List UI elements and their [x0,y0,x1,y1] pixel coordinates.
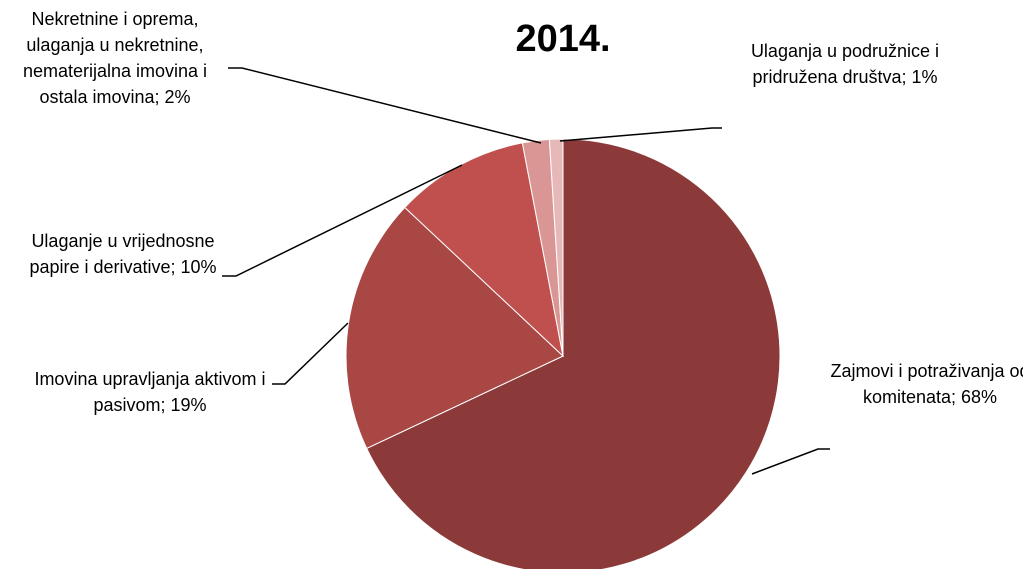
data-label: Zajmovi i potraživanja od komitenata; 68… [830,361,1023,407]
pie-slice [345,206,564,450]
leader-line [559,127,722,142]
data-label: Ulaganje u vrijednosne papire i derivati… [29,231,217,277]
pie-slice [365,138,781,569]
leader-line [272,322,349,385]
data-label: Ulaganja u podružnice i pridružena društ… [750,41,940,87]
leader-line [751,448,830,475]
data-label: Imovina upravljanja aktivom i pasivom; 1… [34,369,266,415]
chart-title: 2014. [515,18,611,60]
leader-line [222,164,463,277]
pie-slice [548,138,564,357]
data-label: Nekretnine i oprema, ulaganja u nekretni… [22,9,208,107]
leader-line [228,67,542,144]
pie-slice [404,142,564,358]
